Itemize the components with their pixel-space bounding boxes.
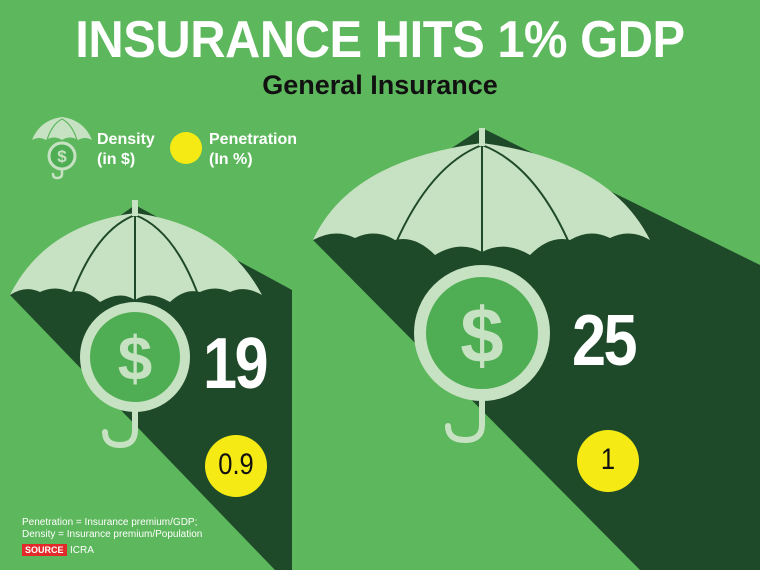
page-title: INSURANCE HITS 1% GDP	[75, 11, 685, 69]
footnote-density: Density = Insurance premium/Population	[22, 529, 203, 540]
left-penetration-circle	[205, 435, 267, 497]
source-value: ICRA	[70, 545, 94, 556]
penetration-legend: Penetration (In %)	[209, 130, 297, 170]
left-dollar-coin	[80, 302, 190, 412]
svg-text:$: $	[57, 147, 67, 166]
penetration-legend-label: Penetration	[209, 131, 298, 148]
left-penetration-value: 0.9	[218, 448, 254, 481]
left-density-value: 19	[203, 324, 269, 404]
density-legend-unit: (in $)	[97, 151, 136, 168]
right-density-value: 25	[572, 301, 638, 381]
footnote-penetration: Penetration = Insurance premium/GDP;	[22, 517, 198, 528]
right-umbrella: $	[313, 128, 650, 492]
source-badge: SOURCE	[22, 544, 67, 556]
right-penetration-circle	[577, 430, 639, 492]
penetration-legend-unit: (In %)	[209, 151, 253, 168]
page-subtitle: General Insurance	[262, 70, 498, 100]
right-dollar-icon: $	[460, 291, 503, 379]
left-dollar-icon: $	[118, 325, 152, 394]
density-legend: Density (in $)	[97, 130, 155, 170]
left-umbrella: $	[10, 200, 267, 497]
penetration-legend-icon	[170, 132, 202, 164]
density-legend-label: Density	[97, 131, 155, 148]
right-penetration-value: 1	[600, 443, 616, 476]
footnote: Penetration = Insurance premium/GDP; Den…	[22, 517, 202, 541]
density-legend-icon: $	[32, 117, 92, 180]
right-dollar-coin	[414, 265, 550, 401]
